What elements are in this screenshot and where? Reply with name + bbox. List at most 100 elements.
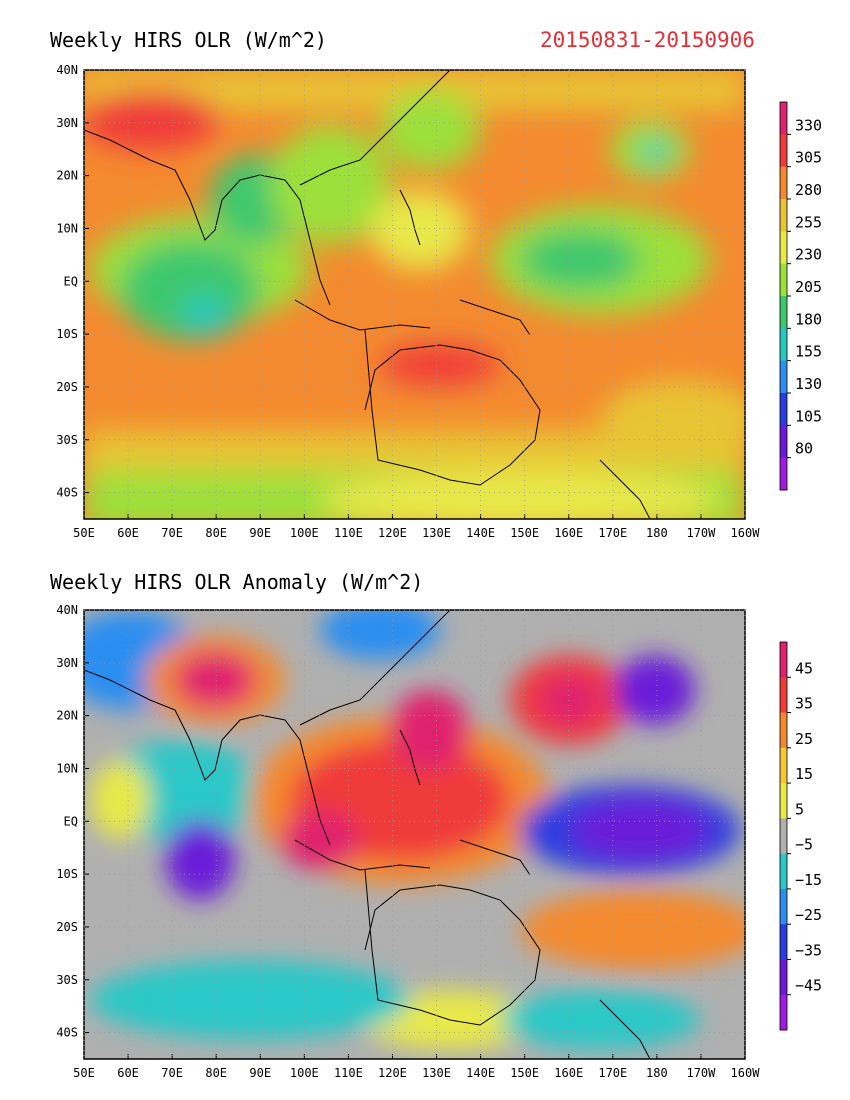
anomaly-colorbar-swatch xyxy=(780,712,787,749)
anomaly-colorbar-label: −15 xyxy=(795,871,822,889)
olr-lat-label: EQ xyxy=(64,274,78,288)
olr-colorbar-label: 80 xyxy=(795,440,813,458)
anomaly-colorbar-frame xyxy=(779,641,788,1031)
olr-lon-label: 150E xyxy=(510,526,539,540)
anomaly-lat-label: 40S xyxy=(56,1026,78,1040)
olr-lat-label: 20N xyxy=(56,169,78,183)
olr-colorbar-swatch xyxy=(780,360,787,394)
olr-colorbar-swatch xyxy=(780,425,787,459)
olr-colorbar-swatch xyxy=(780,134,787,168)
anomaly-lon-label: 160E xyxy=(554,1066,583,1080)
anomaly-lon-label: 170E xyxy=(598,1066,627,1080)
anomaly-lat-label: 20N xyxy=(56,709,78,723)
anomaly-colorbar-label: 15 xyxy=(795,765,813,783)
anomaly-colorbar-label: −45 xyxy=(795,977,822,995)
anomaly-lat-label: 40N xyxy=(56,603,78,617)
anomaly-lon-label: 180 xyxy=(646,1066,668,1080)
olr-lon-label: 70E xyxy=(161,526,183,540)
anomaly-lon-label: 110E xyxy=(334,1066,363,1080)
olr-colorbar-label: 180 xyxy=(795,310,822,328)
anomaly-lat-label: 10N xyxy=(56,761,78,775)
olr-lon-label: 110E xyxy=(334,526,363,540)
anomaly-colorbar-label: −35 xyxy=(795,941,822,959)
olr-map-panel: 40N 30N 20N 10N EQ 10S 20S 30S 40S 50E 60E 70E 80E 90… xyxy=(56,63,822,540)
date-range: 20150831-20150906 xyxy=(540,28,755,52)
anomaly-lon-label: 100E xyxy=(290,1066,319,1080)
olr-lon-label: 50E xyxy=(73,526,95,540)
olr-lon-label: 120E xyxy=(378,526,407,540)
anomaly-lat-label: EQ xyxy=(64,814,78,828)
anomaly-title: Weekly HIRS OLR Anomaly (W/m^2) xyxy=(50,570,424,594)
anomaly-colorbar-label: −5 xyxy=(795,836,813,854)
anomaly-colorbar-swatch xyxy=(780,783,787,819)
olr-lon-label: 160E xyxy=(554,526,583,540)
olr-colorbar-label: 330 xyxy=(795,116,822,134)
olr-colorbar-swatch xyxy=(780,296,787,329)
anomaly-lat-label: 30N xyxy=(56,656,78,670)
olr-lat-label: 40N xyxy=(56,63,78,77)
anomaly-lon-label: 90E xyxy=(249,1066,271,1080)
anomaly-colorbar-label: 35 xyxy=(795,695,813,713)
olr-lon-label: 180 xyxy=(646,526,668,540)
anomaly-lon-label: 170W xyxy=(686,1066,716,1080)
olr-lat-label: 10S xyxy=(56,327,78,341)
anomaly-lon-label: 60E xyxy=(117,1066,139,1080)
olr-colorbar-label: 305 xyxy=(795,149,822,167)
coastlines xyxy=(84,70,651,519)
anomaly-lat-label: 30S xyxy=(56,973,78,987)
olr-lon-label: 100E xyxy=(290,526,319,540)
anomaly-field xyxy=(84,610,745,1059)
olr-lat-label: 20S xyxy=(56,380,78,394)
olr-colorbar-label: 280 xyxy=(795,181,822,199)
anomaly-lon-label: 150E xyxy=(510,1066,539,1080)
anomaly-lon-label: 120E xyxy=(378,1066,407,1080)
olr-lon-label: 90E xyxy=(249,526,271,540)
anomaly-colorbar-swatch xyxy=(780,853,787,890)
anomaly-colorbar-swatch xyxy=(780,994,787,1031)
olr-colorbar-swatch xyxy=(780,199,787,232)
anomaly-lon-label: 50E xyxy=(73,1066,95,1080)
anomaly-colorbar-label: 5 xyxy=(795,800,804,818)
anomaly-colorbar-swatch xyxy=(780,747,787,784)
olr-lon-label: 60E xyxy=(117,526,139,540)
olr-lon-label: 160W xyxy=(731,526,761,540)
olr-colorbar-label: 130 xyxy=(795,375,822,393)
anomaly-map-panel: 40N 30N 20N 10N EQ 10S 20S 30S 40S 50E 60E 70E 80E 90… xyxy=(56,603,822,1080)
olr-lat-label: 30N xyxy=(56,116,78,130)
anomaly-colorbar-label: 45 xyxy=(795,659,813,677)
olr-colorbar-swatch xyxy=(780,328,787,362)
anomaly-lat-label: 10S xyxy=(56,867,78,881)
olr-lon-label: 80E xyxy=(205,526,227,540)
olr-lon-label: 170W xyxy=(686,526,716,540)
olr-lat-label: 30S xyxy=(56,433,78,447)
olr-colorbar-label: 205 xyxy=(795,278,822,296)
anomaly-colorbar-swatch xyxy=(780,959,787,996)
coastlines xyxy=(84,610,651,1059)
olr-lon-label: 140E xyxy=(466,526,495,540)
olr-lon-label: 130E xyxy=(422,526,451,540)
anomaly-lon-label: 140E xyxy=(466,1066,495,1080)
olr-colorbar-swatch xyxy=(780,457,787,491)
olr-field xyxy=(84,70,745,519)
olr-lat-label: 10N xyxy=(56,221,78,235)
olr-title: Weekly HIRS OLR (W/m^2) xyxy=(50,28,327,52)
anomaly-lon-label: 80E xyxy=(205,1066,227,1080)
anomaly-colorbar-swatch xyxy=(780,924,787,960)
olr-colorbar-label: 230 xyxy=(795,246,822,264)
olr-colorbar-swatch xyxy=(780,393,787,426)
olr-colorbar-swatch xyxy=(780,263,787,297)
olr-colorbar-swatch xyxy=(780,231,787,265)
anomaly-colorbar-swatch xyxy=(780,677,787,714)
anomaly-colorbar-label: −25 xyxy=(795,906,822,924)
anomaly-colorbar-label: 25 xyxy=(795,730,813,748)
anomaly-lon-label: 70E xyxy=(161,1066,183,1080)
anomaly-lat-label: 20S xyxy=(56,920,78,934)
olr-colorbar-label: 255 xyxy=(795,213,822,231)
olr-colorbar-swatch xyxy=(780,102,787,135)
olr-colorbar-label: 105 xyxy=(795,407,822,425)
anomaly-colorbar-swatch xyxy=(780,888,787,925)
olr-colorbar-swatch xyxy=(780,166,787,200)
olr-colorbar-label: 155 xyxy=(795,343,822,361)
anomaly-lon-label: 130E xyxy=(422,1066,451,1080)
olr-lon-label: 170E xyxy=(598,526,627,540)
